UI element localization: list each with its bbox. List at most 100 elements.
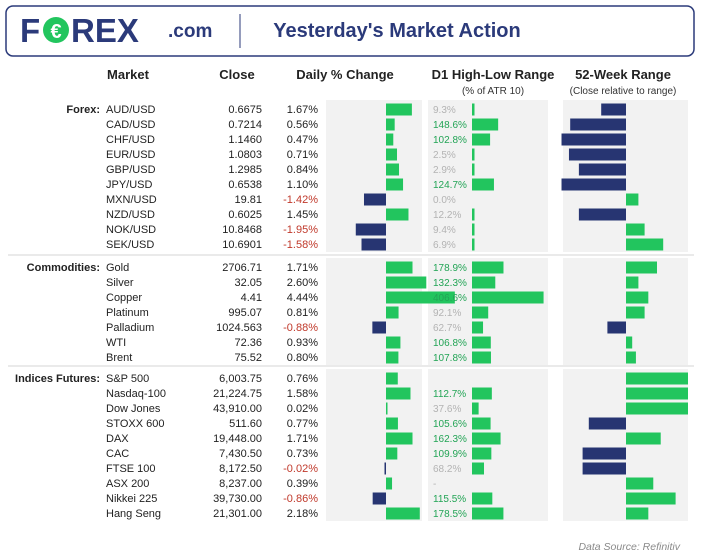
daily-change-label: -1.42%: [283, 194, 318, 206]
wk-range-bar: [626, 193, 639, 206]
market-name: DAX: [106, 433, 129, 445]
daily-change-bar: [355, 223, 386, 236]
daily-change-bar: [386, 261, 413, 274]
wk-panel-bg: [563, 258, 688, 365]
daily-change-label: 0.80%: [287, 352, 318, 364]
daily-change-bar: [372, 492, 386, 505]
hl-range-bar: [472, 387, 492, 400]
daily-change-bar: [386, 133, 394, 146]
close-value: 75.52: [234, 352, 262, 364]
hl-range-label: 178.9%: [433, 263, 467, 274]
daily-change-bar: [386, 291, 455, 304]
market-name: SEK/USD: [106, 239, 154, 251]
close-value: 43,910.00: [213, 403, 262, 415]
daily-change-label: 0.93%: [287, 337, 318, 349]
group-label: Indices Futures:: [15, 373, 100, 385]
daily-change-bar: [386, 208, 409, 221]
hl-range-label: 9.3%: [433, 105, 456, 116]
market-name: Palladium: [106, 322, 154, 334]
hl-range-bar: [472, 417, 491, 430]
wk-range-bar: [570, 118, 626, 131]
market-name: JPY/USD: [106, 179, 153, 191]
daily-change-label: 2.60%: [287, 277, 318, 289]
hl-range-bar: [472, 351, 491, 364]
market-name: NZD/USD: [106, 209, 155, 221]
wk-range-bar: [568, 148, 626, 161]
wk-range-bar: [578, 163, 626, 176]
hl-range-label: -: [433, 479, 436, 490]
hl-range-bar: [472, 148, 475, 161]
market-name: ASX 200: [106, 478, 149, 490]
daily-change-label: -1.58%: [283, 239, 318, 251]
close-value: 995.07: [228, 307, 262, 319]
daily-change-label: 0.71%: [287, 149, 318, 161]
wk-range-bar: [582, 462, 626, 475]
hl-range-label: 105.6%: [433, 419, 467, 430]
hl-range-label: 68.2%: [433, 464, 461, 475]
daily-change-label: 0.02%: [287, 403, 318, 415]
page-title: Yesterday's Market Action: [273, 20, 520, 42]
market-name: Dow Jones: [106, 403, 161, 415]
wk-range-bar: [578, 208, 626, 221]
wk-range-bar: [626, 261, 657, 274]
daily-change-label: 0.47%: [287, 134, 318, 146]
close-value: 1.1460: [228, 134, 262, 146]
hl-range-bar: [472, 462, 485, 475]
close-value: 0.7214: [228, 119, 262, 131]
daily-change-bar: [386, 402, 388, 415]
market-name: STOXX 600: [106, 418, 165, 430]
close-value: 39,730.00: [213, 493, 262, 505]
daily-change-label: 1.71%: [287, 433, 318, 445]
close-value: 19,448.00: [213, 433, 262, 445]
daily-change-bar: [386, 477, 393, 490]
svg-text:€: €: [50, 21, 61, 43]
hl-range-label: 2.5%: [433, 150, 456, 161]
wk-range-bar: [626, 387, 688, 400]
logo-domain: .com: [168, 21, 212, 42]
col-header-close: Close: [219, 67, 254, 82]
wk-range-bar: [561, 178, 626, 191]
hl-range-label: 112.7%: [433, 389, 466, 400]
logo-coin-icon: €: [43, 17, 69, 43]
close-value: 6,003.75: [219, 373, 262, 385]
wk-range-bar: [626, 492, 676, 505]
hl-range-bar: [472, 276, 496, 289]
wk-range-bar: [626, 238, 664, 251]
wk-range-bar: [626, 402, 688, 415]
daily-change-bar: [384, 462, 386, 475]
col-header-daily: Daily % Change: [296, 67, 394, 82]
daily-change-label: 0.39%: [287, 478, 318, 490]
daily-panel-bg: [326, 258, 422, 365]
wk-range-bar: [561, 133, 626, 146]
daily-change-bar: [386, 163, 400, 176]
hl-range-label: 37.6%: [433, 404, 461, 415]
wk-range-bar: [626, 336, 633, 349]
daily-change-bar: [372, 321, 386, 334]
daily-change-label: 0.56%: [287, 119, 318, 131]
col-header-hl-sub: (% of ATR 10): [462, 86, 524, 97]
close-value: 2706.71: [222, 262, 262, 274]
daily-change-label: 0.81%: [287, 307, 318, 319]
hl-range-bar: [472, 261, 504, 274]
daily-change-label: 0.73%: [287, 448, 318, 460]
daily-change-bar: [386, 306, 399, 319]
hl-range-label: 0.0%: [433, 195, 456, 206]
daily-change-bar: [363, 193, 386, 206]
close-value: 4.41: [241, 292, 262, 304]
daily-change-bar: [386, 387, 411, 400]
hl-range-bar: [472, 208, 475, 221]
daily-change-label: -0.02%: [283, 463, 318, 475]
hl-range-bar: [472, 163, 475, 176]
hl-range-bar: [472, 507, 504, 520]
hl-range-label: 92.1%: [433, 308, 461, 319]
daily-change-bar: [386, 432, 413, 445]
group-label: Commodities:: [27, 262, 100, 274]
daily-change-label: 0.77%: [287, 418, 318, 430]
close-value: 511.60: [229, 418, 262, 430]
hl-range-bar: [472, 432, 501, 445]
group-label: Forex:: [66, 104, 100, 116]
market-name: CHF/USD: [106, 134, 155, 146]
close-value: 72.36: [234, 337, 262, 349]
daily-change-label: -0.86%: [283, 493, 318, 505]
